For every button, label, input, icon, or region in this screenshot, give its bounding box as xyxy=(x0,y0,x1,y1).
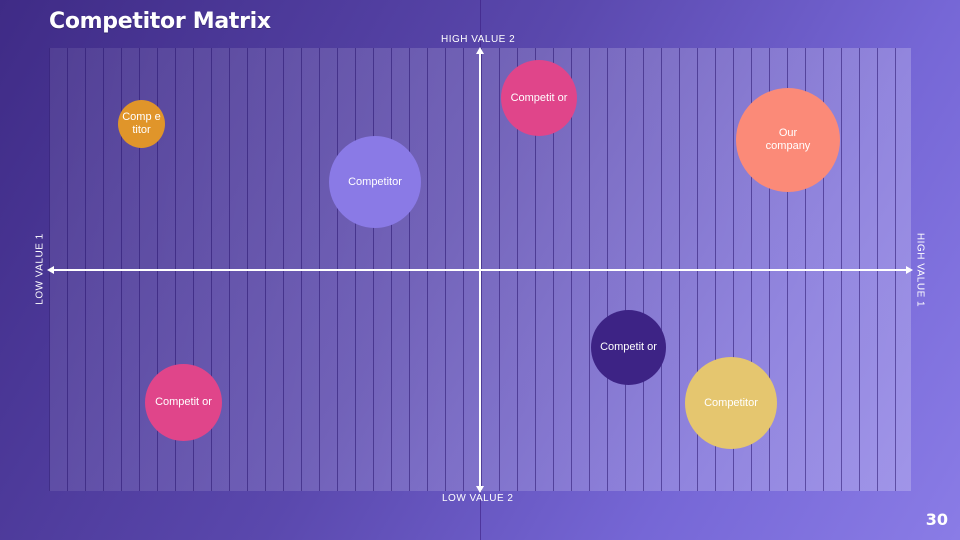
axis-label-left: LOW VALUE 1 xyxy=(34,233,46,305)
competitor-bubble[interactable]: Competit or xyxy=(145,364,222,441)
arrow-right-icon xyxy=(906,266,913,274)
vertical-axis xyxy=(479,52,481,488)
our-company-bubble[interactable]: Our company xyxy=(736,88,840,192)
horizontal-axis xyxy=(52,269,910,271)
competitor-bubble[interactable]: Competit or xyxy=(591,310,666,385)
competitor-bubble[interactable]: Competitor xyxy=(329,136,421,228)
competitor-bubble[interactable]: Competitor xyxy=(685,357,777,449)
arrow-left-icon xyxy=(47,266,54,274)
arrow-down-icon xyxy=(476,486,484,493)
competitor-bubble[interactable]: Competit or xyxy=(501,60,577,136)
arrow-up-icon xyxy=(476,47,484,54)
slide-title: Competitor Matrix xyxy=(49,9,271,34)
competitor-bubble[interactable]: Comp etitor xyxy=(118,100,165,148)
axis-label-bottom: LOW VALUE 2 xyxy=(442,493,514,504)
page-number: 30 xyxy=(925,510,948,529)
axis-label-top: HIGH VALUE 2 xyxy=(441,34,516,45)
axis-label-right: HIGH VALUE 1 xyxy=(914,232,926,308)
